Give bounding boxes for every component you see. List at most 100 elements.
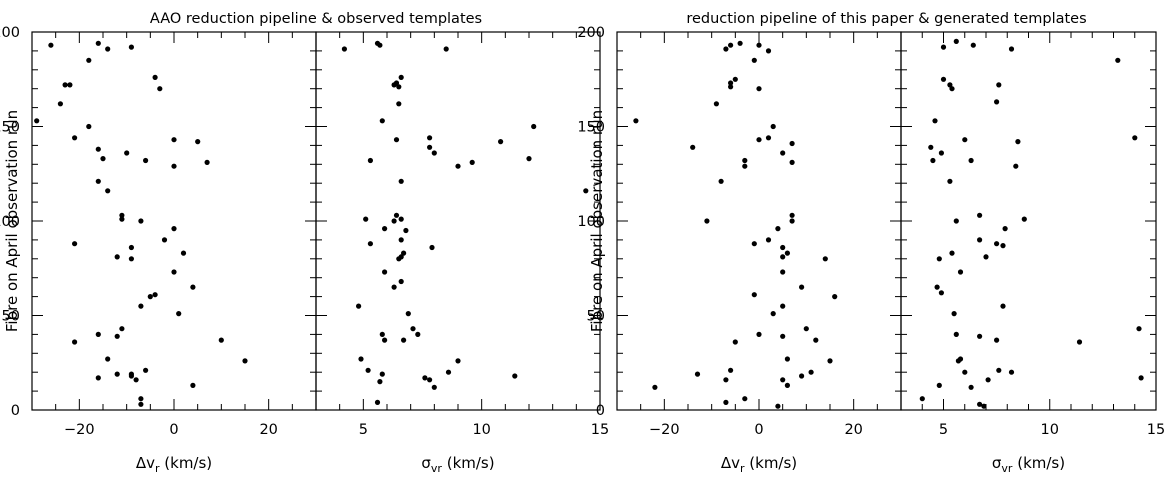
- data-point: [780, 254, 786, 260]
- data-point: [382, 269, 388, 275]
- data-point: [367, 157, 373, 164]
- data-point: [949, 250, 955, 256]
- data-point: [953, 38, 959, 45]
- data-point: [704, 218, 710, 224]
- data-point: [143, 157, 149, 164]
- data-point: [827, 358, 833, 364]
- data-point: [938, 150, 945, 156]
- data-point: [799, 284, 805, 290]
- data-point: [382, 337, 388, 343]
- data-point: [138, 401, 144, 407]
- data-point: [377, 379, 383, 385]
- data-point: [968, 384, 974, 390]
- data-point: [429, 244, 435, 251]
- x-tick-label: −20: [649, 422, 680, 438]
- data-point: [1015, 139, 1021, 145]
- x-axis-label-unit: (km/s): [160, 454, 213, 472]
- data-point: [143, 367, 149, 373]
- data-point: [242, 358, 248, 364]
- data-point: [775, 403, 781, 409]
- data-point: [1008, 46, 1015, 52]
- y-tick-label: 100: [0, 214, 20, 230]
- data-point: [152, 292, 158, 298]
- data-point: [940, 76, 947, 82]
- data-point: [718, 178, 724, 184]
- data-point: [382, 226, 388, 232]
- data-point: [765, 48, 772, 54]
- data-point: [379, 331, 385, 337]
- x-axis-label-unit: (km/s): [442, 454, 495, 472]
- data-point: [985, 377, 991, 383]
- data-point: [962, 369, 968, 375]
- data-point: [398, 216, 404, 222]
- data-point: [57, 101, 64, 107]
- data-point: [67, 82, 73, 88]
- y-axis-label: Fibre on April observation run: [3, 110, 21, 332]
- data-point: [95, 40, 101, 46]
- data-point: [930, 157, 936, 164]
- y-tick-label: 100: [577, 214, 605, 230]
- data-point: [190, 284, 196, 290]
- chart-title: reduction pipeline of this paper & gener…: [686, 11, 1086, 27]
- data-point: [128, 256, 134, 262]
- data-point: [803, 326, 809, 332]
- chart-title: AAO reduction pipeline & observed templa…: [150, 11, 482, 27]
- data-point: [723, 46, 729, 52]
- data-point: [756, 42, 762, 48]
- data-point: [128, 373, 134, 379]
- data-point: [379, 371, 385, 377]
- plot-frame: [31, 31, 317, 411]
- data-point: [968, 157, 974, 164]
- y-tick-label: 0: [596, 403, 605, 419]
- data-point: [940, 44, 947, 50]
- data-point: [398, 74, 404, 80]
- data-point: [171, 226, 177, 232]
- data-point: [728, 84, 734, 90]
- data-point: [133, 377, 139, 383]
- data-point: [180, 250, 187, 256]
- x-axis-label-subscript: r: [740, 462, 745, 474]
- data-point: [86, 123, 92, 130]
- data-point: [1132, 135, 1138, 141]
- data-point: [455, 358, 461, 364]
- x-axis-label-unit: (km/s): [745, 454, 798, 472]
- data-point: [994, 99, 1000, 105]
- data-point: [367, 241, 373, 247]
- data-point: [1000, 243, 1006, 249]
- data-point: [994, 241, 1000, 247]
- data-point: [780, 333, 786, 339]
- data-point: [363, 216, 369, 222]
- data-point: [48, 42, 54, 48]
- data-point: [751, 292, 757, 298]
- data-point: [1136, 326, 1142, 332]
- data-point: [410, 326, 416, 332]
- data-point: [100, 156, 106, 162]
- data-point: [1138, 375, 1144, 381]
- data-point: [742, 163, 748, 169]
- data-point: [498, 139, 504, 145]
- data-point: [723, 399, 729, 405]
- data-point: [780, 303, 786, 309]
- x-axis-label-unit: (km/s): [1012, 454, 1065, 472]
- data-point: [742, 396, 748, 402]
- data-point: [152, 74, 158, 80]
- data-point: [114, 371, 120, 377]
- data-point: [770, 123, 776, 130]
- data-point: [95, 331, 101, 337]
- data-point: [86, 57, 92, 63]
- data-point: [751, 57, 757, 63]
- data-point: [953, 218, 959, 224]
- x-tick-label: 0: [754, 422, 763, 438]
- chart-2: reduction pipeline of this paper & gener…: [577, 11, 1165, 475]
- data-point: [955, 358, 962, 364]
- data-point: [784, 382, 791, 388]
- data-point: [358, 356, 364, 362]
- data-point: [171, 163, 177, 169]
- data-point: [398, 237, 404, 243]
- data-point: [105, 46, 111, 52]
- data-point: [427, 377, 433, 383]
- data-point: [114, 333, 120, 339]
- data-point: [936, 382, 942, 388]
- data-point: [919, 396, 925, 402]
- data-point: [401, 250, 407, 256]
